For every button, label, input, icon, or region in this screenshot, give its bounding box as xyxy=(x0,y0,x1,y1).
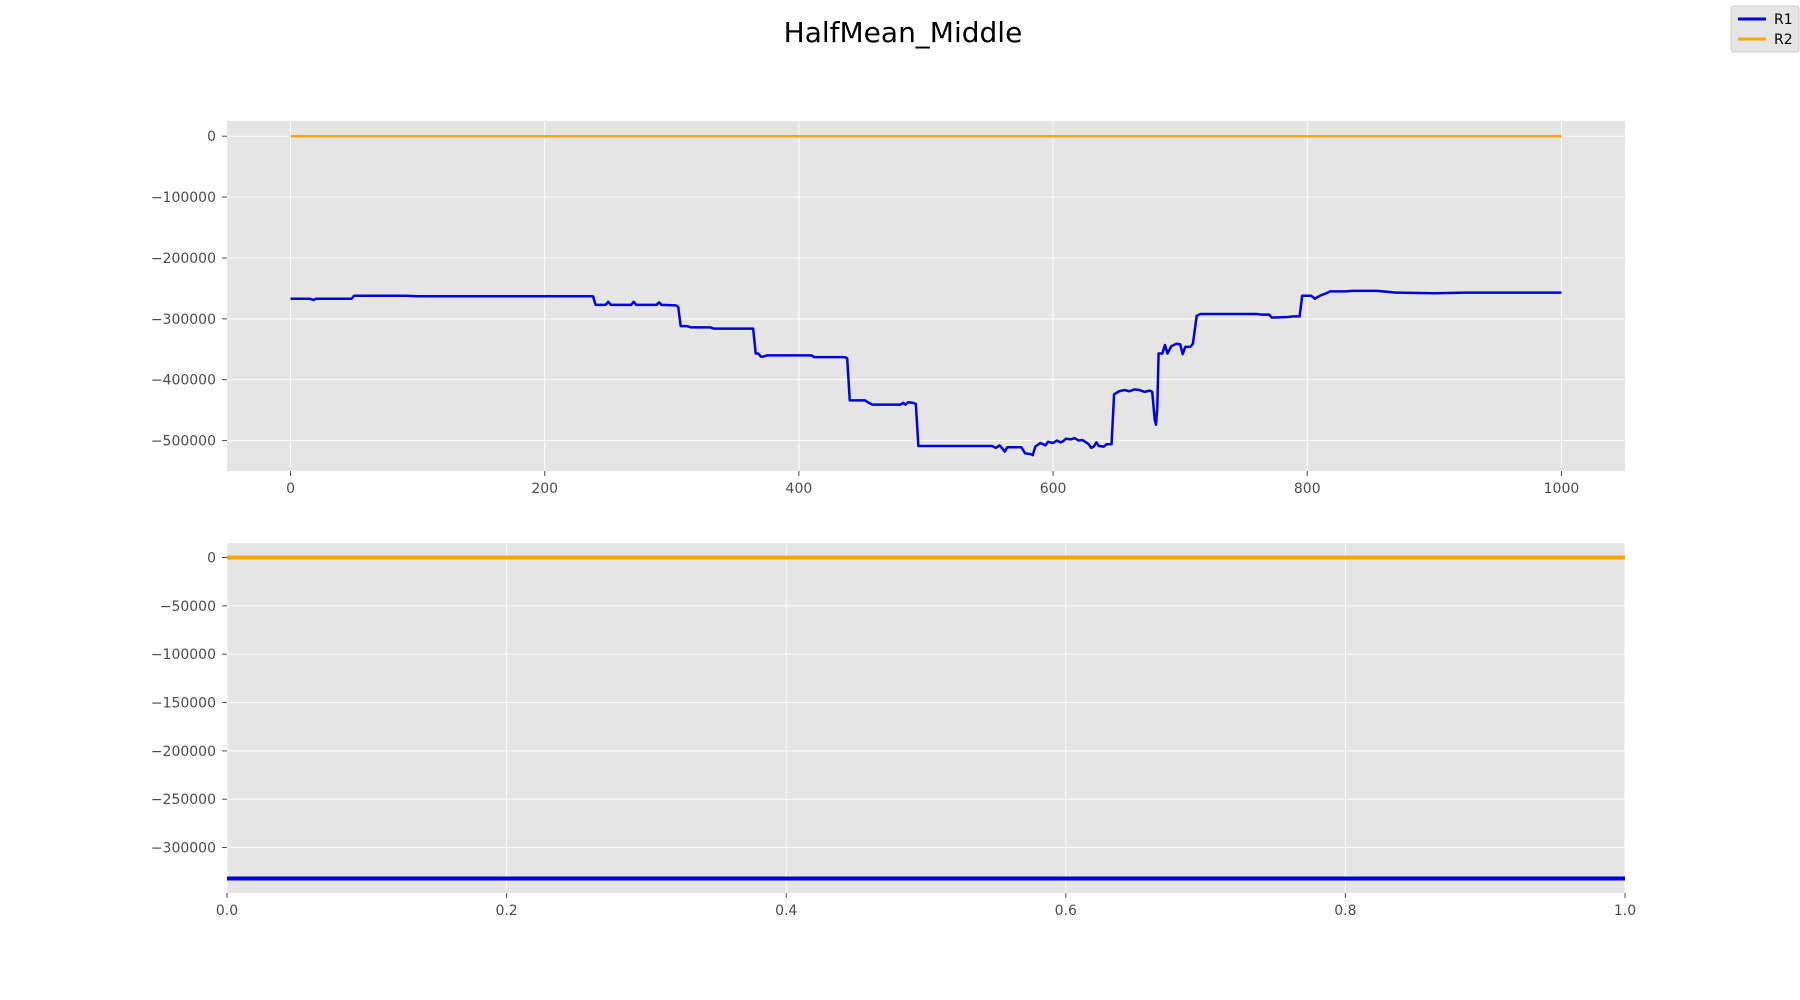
x-tick-label: 1.0 xyxy=(1614,903,1636,919)
x-tick-label: 200 xyxy=(531,481,558,497)
legend-label-r1: R1 xyxy=(1774,12,1793,28)
bottom-line-chart: 0.0 0.2 0.4 0.6 0.8 1.0 0 −50000 −100000 −150000 −… xyxy=(151,543,1636,919)
top-line-chart: 0 200 400 600 800 1000 0 −100000 −200000 −300000 −… xyxy=(151,121,1625,497)
y-tick-label: −500000 xyxy=(151,434,216,450)
series-line-r1 xyxy=(290,289,1562,457)
y-tick-label: −100000 xyxy=(151,190,216,206)
x-tick-label: 0.6 xyxy=(1055,903,1077,919)
x-tick-label: 800 xyxy=(1294,481,1321,497)
y-tick-label: −100000 xyxy=(151,647,216,663)
x-tick-label: 0.2 xyxy=(495,903,517,919)
x-tick-label: 0.8 xyxy=(1334,903,1356,919)
x-tick-label: 0.4 xyxy=(775,903,797,919)
y-tick-label: 0 xyxy=(207,129,216,145)
y-tick-label: −200000 xyxy=(151,744,216,760)
x-tick-label: 400 xyxy=(786,481,813,497)
y-tick-label: −50000 xyxy=(160,599,216,615)
x-tick-label: 0.0 xyxy=(216,903,238,919)
y-tick-label: −250000 xyxy=(151,792,216,808)
y-tick-label: −300000 xyxy=(151,312,216,328)
x-tick-label: 0 xyxy=(286,481,295,497)
y-tick-label: −200000 xyxy=(151,251,216,267)
plot-area xyxy=(227,543,1625,893)
x-tick-label: 600 xyxy=(1040,481,1067,497)
y-tick-label: 0 xyxy=(207,551,216,567)
legend-label-r2: R2 xyxy=(1774,32,1793,48)
x-tick-label: 1000 xyxy=(1544,481,1580,497)
figure-title: HalfMean_Middle xyxy=(784,16,1023,49)
y-tick-label: −300000 xyxy=(151,841,216,857)
legend: R1 R2 xyxy=(1730,5,1800,53)
y-tick-label: −150000 xyxy=(151,696,216,712)
y-tick-label: −400000 xyxy=(151,373,216,389)
